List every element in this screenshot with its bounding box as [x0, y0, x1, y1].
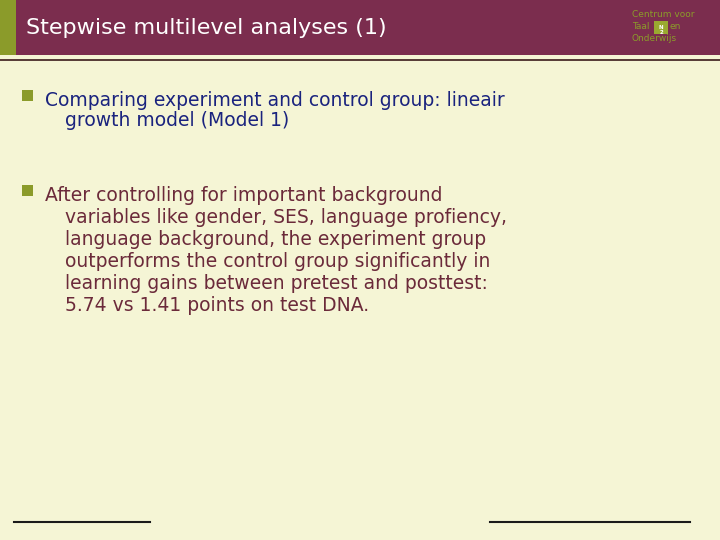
Text: language background, the experiment group: language background, the experiment grou…: [65, 230, 486, 249]
Text: 5.74 vs 1.41 points on test DNA.: 5.74 vs 1.41 points on test DNA.: [65, 296, 369, 315]
Bar: [22, 185, 33, 196]
Bar: [0, 0, 720, 55]
Text: en: en: [670, 22, 681, 31]
Text: learning gains between pretest and posttest:: learning gains between pretest and postt…: [65, 274, 488, 293]
Text: variables like gender, SES, language profiency,: variables like gender, SES, language pro…: [65, 208, 507, 227]
Text: Stepwise multilevel analyses (1): Stepwise multilevel analyses (1): [26, 17, 387, 37]
Bar: [0, 0, 16, 55]
Bar: [22, 90, 33, 101]
Text: After controlling for important background: After controlling for important backgrou…: [45, 186, 443, 205]
Text: Onderwijs: Onderwijs: [632, 34, 677, 43]
Text: Comparing experiment and control group: lineair: Comparing experiment and control group: …: [45, 91, 505, 110]
Text: Centrum voor: Centrum voor: [632, 10, 695, 19]
Text: outperforms the control group significantly in: outperforms the control group significan…: [65, 252, 490, 271]
Bar: [654, 21, 668, 34]
Text: N: N: [659, 25, 663, 30]
Text: Taal: Taal: [632, 22, 649, 31]
Text: 2: 2: [659, 30, 663, 35]
Text: growth model (Model 1): growth model (Model 1): [65, 111, 289, 130]
